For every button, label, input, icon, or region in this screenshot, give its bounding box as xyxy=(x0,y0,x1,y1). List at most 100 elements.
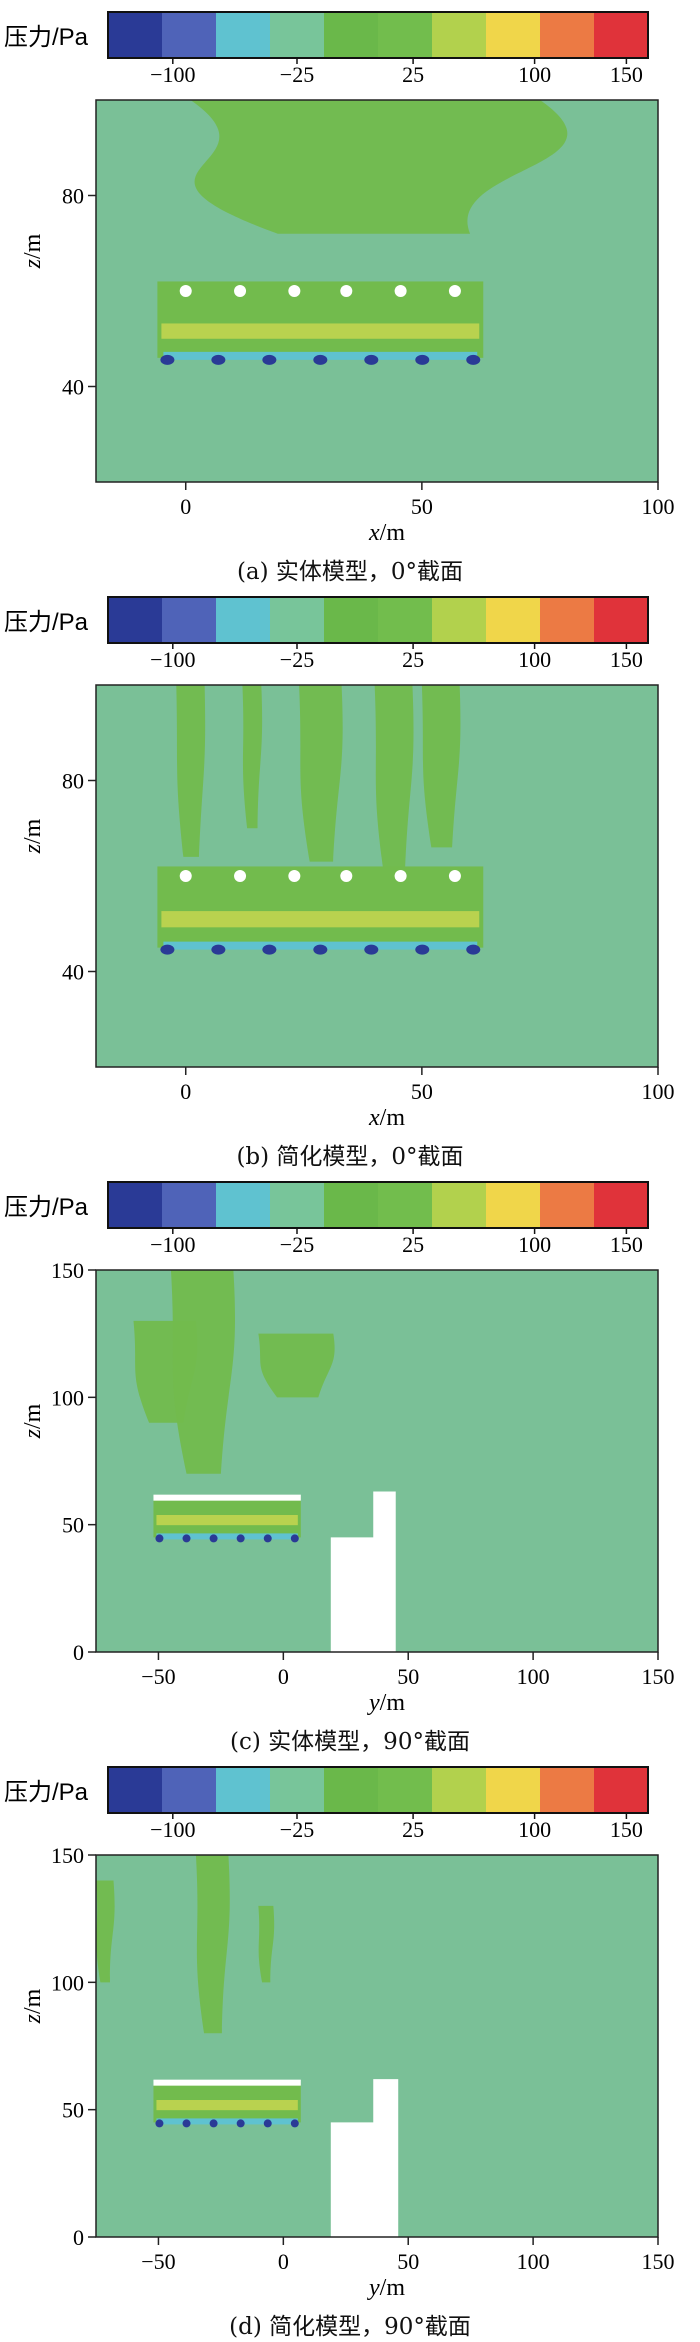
colorbar-title: 压力/Pa xyxy=(4,1194,89,1221)
pressure-plume xyxy=(258,1905,275,1983)
negative-pressure-band xyxy=(156,1533,298,1540)
y-tick-label: 150 xyxy=(51,1843,84,1868)
pressure-plume xyxy=(299,685,343,862)
colorbar-swatch xyxy=(378,12,433,58)
colorbar-swatch xyxy=(162,597,217,643)
panel-caption: (d) 简化模型，90°截面 xyxy=(229,2314,471,2340)
colorbar-swatch xyxy=(378,597,433,643)
colorbar-title: 压力/Pa xyxy=(4,24,89,51)
colorbar-swatch xyxy=(324,1767,379,1813)
colorbar-tick-label: −25 xyxy=(280,1232,314,1257)
colorbar-tick-label: −100 xyxy=(150,1232,195,1257)
colorbar-swatch xyxy=(486,1767,541,1813)
chart-panel-d: 压力/Pa −100 −25 25 100 150 −50 0 50 100 150 0 50 100 15… xyxy=(0,1755,700,2340)
suction-spot xyxy=(313,354,328,365)
x-axis-label: y/m xyxy=(367,2275,405,2301)
colorbar-tick-label: −100 xyxy=(150,647,195,672)
chart-svg: 压力/Pa −100 −25 25 100 150 0 50 100 40 80 x/m z/m xyxy=(4,596,675,1131)
x-tick-label: 50 xyxy=(397,1664,419,1689)
suction-spot xyxy=(313,944,328,955)
pressure-plume xyxy=(190,100,568,234)
suction-spot xyxy=(211,944,226,955)
colorbar-swatch xyxy=(540,597,595,643)
colorbar-swatch xyxy=(324,597,379,643)
x-tick-label: −50 xyxy=(141,1664,175,1689)
pressure-plume xyxy=(195,1855,230,2034)
colorbar-swatch xyxy=(270,1767,325,1813)
colorbar-swatch xyxy=(378,1767,433,1813)
suction-spot xyxy=(466,354,481,365)
pressure-plume xyxy=(170,1270,236,1474)
pressure-plume xyxy=(421,685,461,848)
colorbar-frame xyxy=(107,1181,649,1229)
colorbar-swatch xyxy=(216,12,271,58)
colorbar-swatch xyxy=(486,12,541,58)
colorbar-swatch xyxy=(486,597,541,643)
colorbar-swatch xyxy=(432,12,487,58)
x-tick-label: 0 xyxy=(278,1664,289,1689)
pressure-plume xyxy=(96,1880,115,1983)
pressure-plume xyxy=(242,685,263,829)
colorbar-swatch xyxy=(594,12,649,58)
deck-top-plate xyxy=(153,2079,301,2086)
suction-spot xyxy=(211,354,226,365)
x-tick-label: 100 xyxy=(517,2249,550,2274)
hole-marker xyxy=(288,870,301,882)
x-tick-label: −50 xyxy=(141,2249,175,2274)
suction-spot xyxy=(262,944,277,955)
hole-marker xyxy=(394,285,407,297)
y-tick-label: 100 xyxy=(51,1385,84,1410)
plot-frame xyxy=(95,1269,659,1653)
colorbar-tick-label: 150 xyxy=(610,1817,643,1842)
y-tick-label: 40 xyxy=(62,960,84,985)
deck-top-plate xyxy=(153,1494,301,1501)
colorbar-swatch xyxy=(594,597,649,643)
colorbar-tick-label: 25 xyxy=(402,647,424,672)
colorbar-swatch xyxy=(432,1767,487,1813)
plot-frame xyxy=(95,1854,659,2238)
suction-spot xyxy=(155,2119,164,2128)
suction-spot xyxy=(160,944,175,955)
y-axis-label: z/m xyxy=(20,233,46,269)
x-tick-label: 50 xyxy=(411,494,433,519)
deck-pressure-region xyxy=(157,281,484,358)
chart-svg: 压力/Pa −100 −25 25 100 150 −50 0 50 100 150 0 50 100 15… xyxy=(4,1181,675,1716)
colorbar-tick-label: −25 xyxy=(280,62,314,87)
hole-marker xyxy=(448,870,461,882)
colorbar-frame xyxy=(107,1766,649,1814)
panel-caption: (b) 简化模型，0°截面 xyxy=(236,1144,464,1170)
suction-spot xyxy=(263,1534,272,1543)
suction-spot xyxy=(364,354,379,365)
building-shape xyxy=(330,2079,399,2237)
suction-spot xyxy=(364,944,379,955)
colorbar-swatch xyxy=(486,1182,541,1228)
suction-spot xyxy=(236,1534,245,1543)
pressure-plume xyxy=(258,1333,335,1398)
colorbar-title: 压力/Pa xyxy=(4,1779,89,1806)
high-pressure-strip xyxy=(161,323,480,339)
hole-marker xyxy=(234,285,247,297)
y-tick-label: 50 xyxy=(62,2098,84,2123)
colorbar-swatch xyxy=(432,1182,487,1228)
colorbar-tick-label: 25 xyxy=(402,1232,424,1257)
hole-marker xyxy=(394,870,407,882)
suction-spot xyxy=(209,1534,218,1543)
x-tick-label: 150 xyxy=(642,2249,675,2274)
x-tick-label: 100 xyxy=(642,1079,675,1104)
x-tick-label: 100 xyxy=(642,494,675,519)
hole-marker xyxy=(340,870,353,882)
colorbar-tick-label: −100 xyxy=(150,1817,195,1842)
colorbar-swatch xyxy=(108,1767,163,1813)
x-tick-label: 150 xyxy=(642,1664,675,1689)
y-tick-label: 150 xyxy=(51,1258,84,1283)
chart-svg: 压力/Pa −100 −25 25 100 150 −50 0 50 100 150 0 50 100 15… xyxy=(4,1766,675,2301)
colorbar-swatch xyxy=(324,1182,379,1228)
x-tick-label: 0 xyxy=(278,2249,289,2274)
colorbar-swatch xyxy=(162,1767,217,1813)
chart-panel-c: 压力/Pa −100 −25 25 100 150 −50 0 50 100 150 0 50 100 15… xyxy=(0,1170,700,1755)
colorbar-frame xyxy=(107,11,649,59)
suction-spot xyxy=(415,354,430,365)
chart-svg: 压力/Pa −100 −25 25 100 150 0 50 100 40 80 x/m z/m xyxy=(4,11,675,546)
plot-frame xyxy=(95,684,659,1068)
suction-spot xyxy=(182,2119,191,2128)
